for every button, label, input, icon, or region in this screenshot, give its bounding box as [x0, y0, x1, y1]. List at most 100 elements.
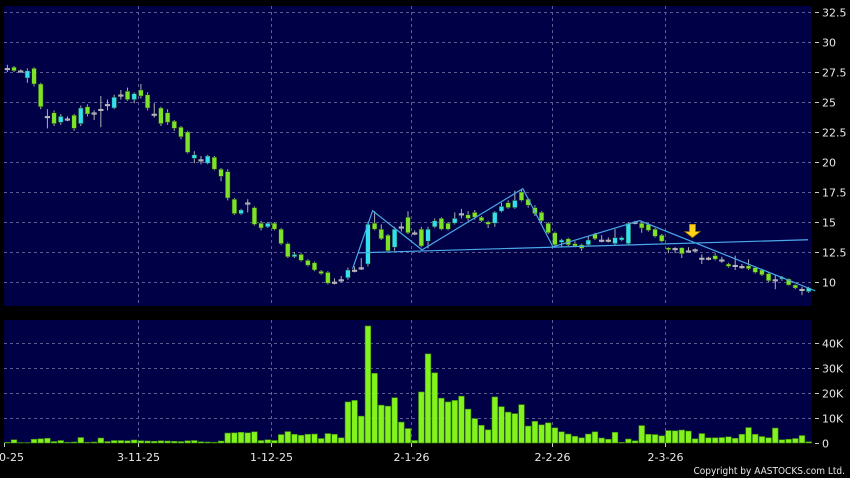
volume-bar: [137, 440, 145, 444]
candle-body: [585, 239, 591, 246]
candle-body: [185, 131, 191, 153]
candle-body: [238, 209, 244, 214]
volume-bar: [24, 442, 31, 444]
volume-bar: [184, 440, 191, 444]
candle-body: [786, 278, 792, 286]
volume-bar: [117, 440, 124, 444]
candle-body: [331, 281, 338, 284]
volume-bar: [538, 424, 545, 444]
candle-body: [338, 279, 344, 282]
candle-body: [772, 279, 778, 282]
volume-bar: [404, 428, 412, 444]
candle-body: [231, 198, 237, 214]
volume-bar: [364, 325, 372, 444]
candle-body: [725, 263, 732, 267]
volume-bar: [525, 425, 532, 444]
candle-body: [405, 216, 411, 234]
volume-bar: [271, 440, 278, 444]
candle-body: [198, 159, 204, 162]
volume-bar: [237, 431, 245, 444]
price-tick-label: 12.5: [822, 247, 847, 260]
date-tick-label: 0-25: [0, 451, 24, 464]
volume-bar: [30, 438, 38, 444]
grid-lines: [4, 6, 812, 443]
volume-panel: [4, 320, 812, 443]
candle-body: [278, 228, 284, 244]
candle-body: [418, 228, 424, 247]
candle-body: [505, 202, 511, 208]
down-arrow-icon: [683, 223, 702, 239]
volume-bar: [671, 430, 679, 444]
volume-bar: [765, 437, 772, 444]
candle-body: [305, 260, 311, 266]
candle-body: [432, 220, 438, 228]
candle-body: [672, 248, 678, 251]
candle-body: [18, 70, 24, 73]
volume-bar: [591, 431, 599, 444]
volume-bar: [772, 427, 779, 444]
candle-body: [512, 200, 518, 208]
volume-bar: [618, 441, 625, 444]
volume-bar: [565, 433, 572, 444]
price-tick-label: 25: [822, 97, 836, 110]
volume-bar: [17, 442, 24, 444]
volume-bar: [10, 439, 18, 444]
volume-bar: [484, 429, 492, 444]
candle-body: [732, 264, 738, 267]
date-tick-label: 2-3-26: [648, 451, 684, 464]
volume-bar: [144, 440, 151, 444]
candle-body: [639, 222, 645, 229]
volume-bar: [391, 397, 398, 444]
volume-bar: [438, 397, 445, 444]
volume-bar: [424, 353, 432, 444]
candle-body: [31, 68, 37, 85]
candle-body: [111, 96, 117, 109]
candle-body: [378, 228, 384, 240]
candle-body: [318, 270, 324, 274]
volume-bar: [732, 437, 739, 444]
candle-body: [271, 222, 278, 230]
candle-body: [218, 168, 224, 177]
volume-bar: [70, 441, 78, 444]
volume-bar: [578, 437, 585, 444]
volume-tick-label: 40K: [822, 338, 844, 351]
volume-bar: [545, 422, 552, 444]
volume-bar: [344, 401, 352, 444]
date-tick-label: 2-2-26: [535, 451, 571, 464]
volume-bar: [4, 441, 11, 444]
volume-bar: [551, 427, 559, 444]
price-tick-label: 30: [822, 37, 836, 50]
candle-body: [739, 266, 745, 269]
volume-bar: [738, 433, 746, 444]
volume-bar: [758, 436, 766, 444]
volume-bar: [177, 441, 185, 444]
pattern-annotations: [352, 187, 816, 292]
volume-bar: [57, 440, 64, 444]
candle-body: [492, 212, 498, 224]
neckline-trendline: [357, 239, 809, 254]
volume-bar: [625, 438, 632, 444]
candle-body: [311, 262, 318, 271]
candle-body: [245, 202, 251, 205]
volume-bar: [611, 431, 619, 444]
candle-body: [325, 272, 331, 284]
volume-bar: [451, 400, 458, 444]
volume-bar: [491, 396, 498, 444]
candle-body: [78, 107, 84, 124]
volume-bar: [191, 440, 198, 444]
volume-bar: [725, 436, 732, 444]
candle-body: [131, 93, 137, 100]
candle-body: [71, 114, 77, 129]
candle-body: [692, 249, 698, 252]
volume-bar: [97, 437, 104, 444]
volume-bar: [558, 431, 565, 444]
candle-body: [752, 267, 758, 273]
candle-body: [659, 234, 665, 242]
volume-bar: [745, 427, 752, 444]
volume-bar: [204, 441, 211, 444]
volume-bar: [705, 437, 712, 444]
volume-bar: [631, 440, 639, 444]
candle-body: [532, 207, 538, 214]
volume-bar: [464, 408, 472, 444]
date-tick-label: 3-11-25: [117, 451, 160, 464]
